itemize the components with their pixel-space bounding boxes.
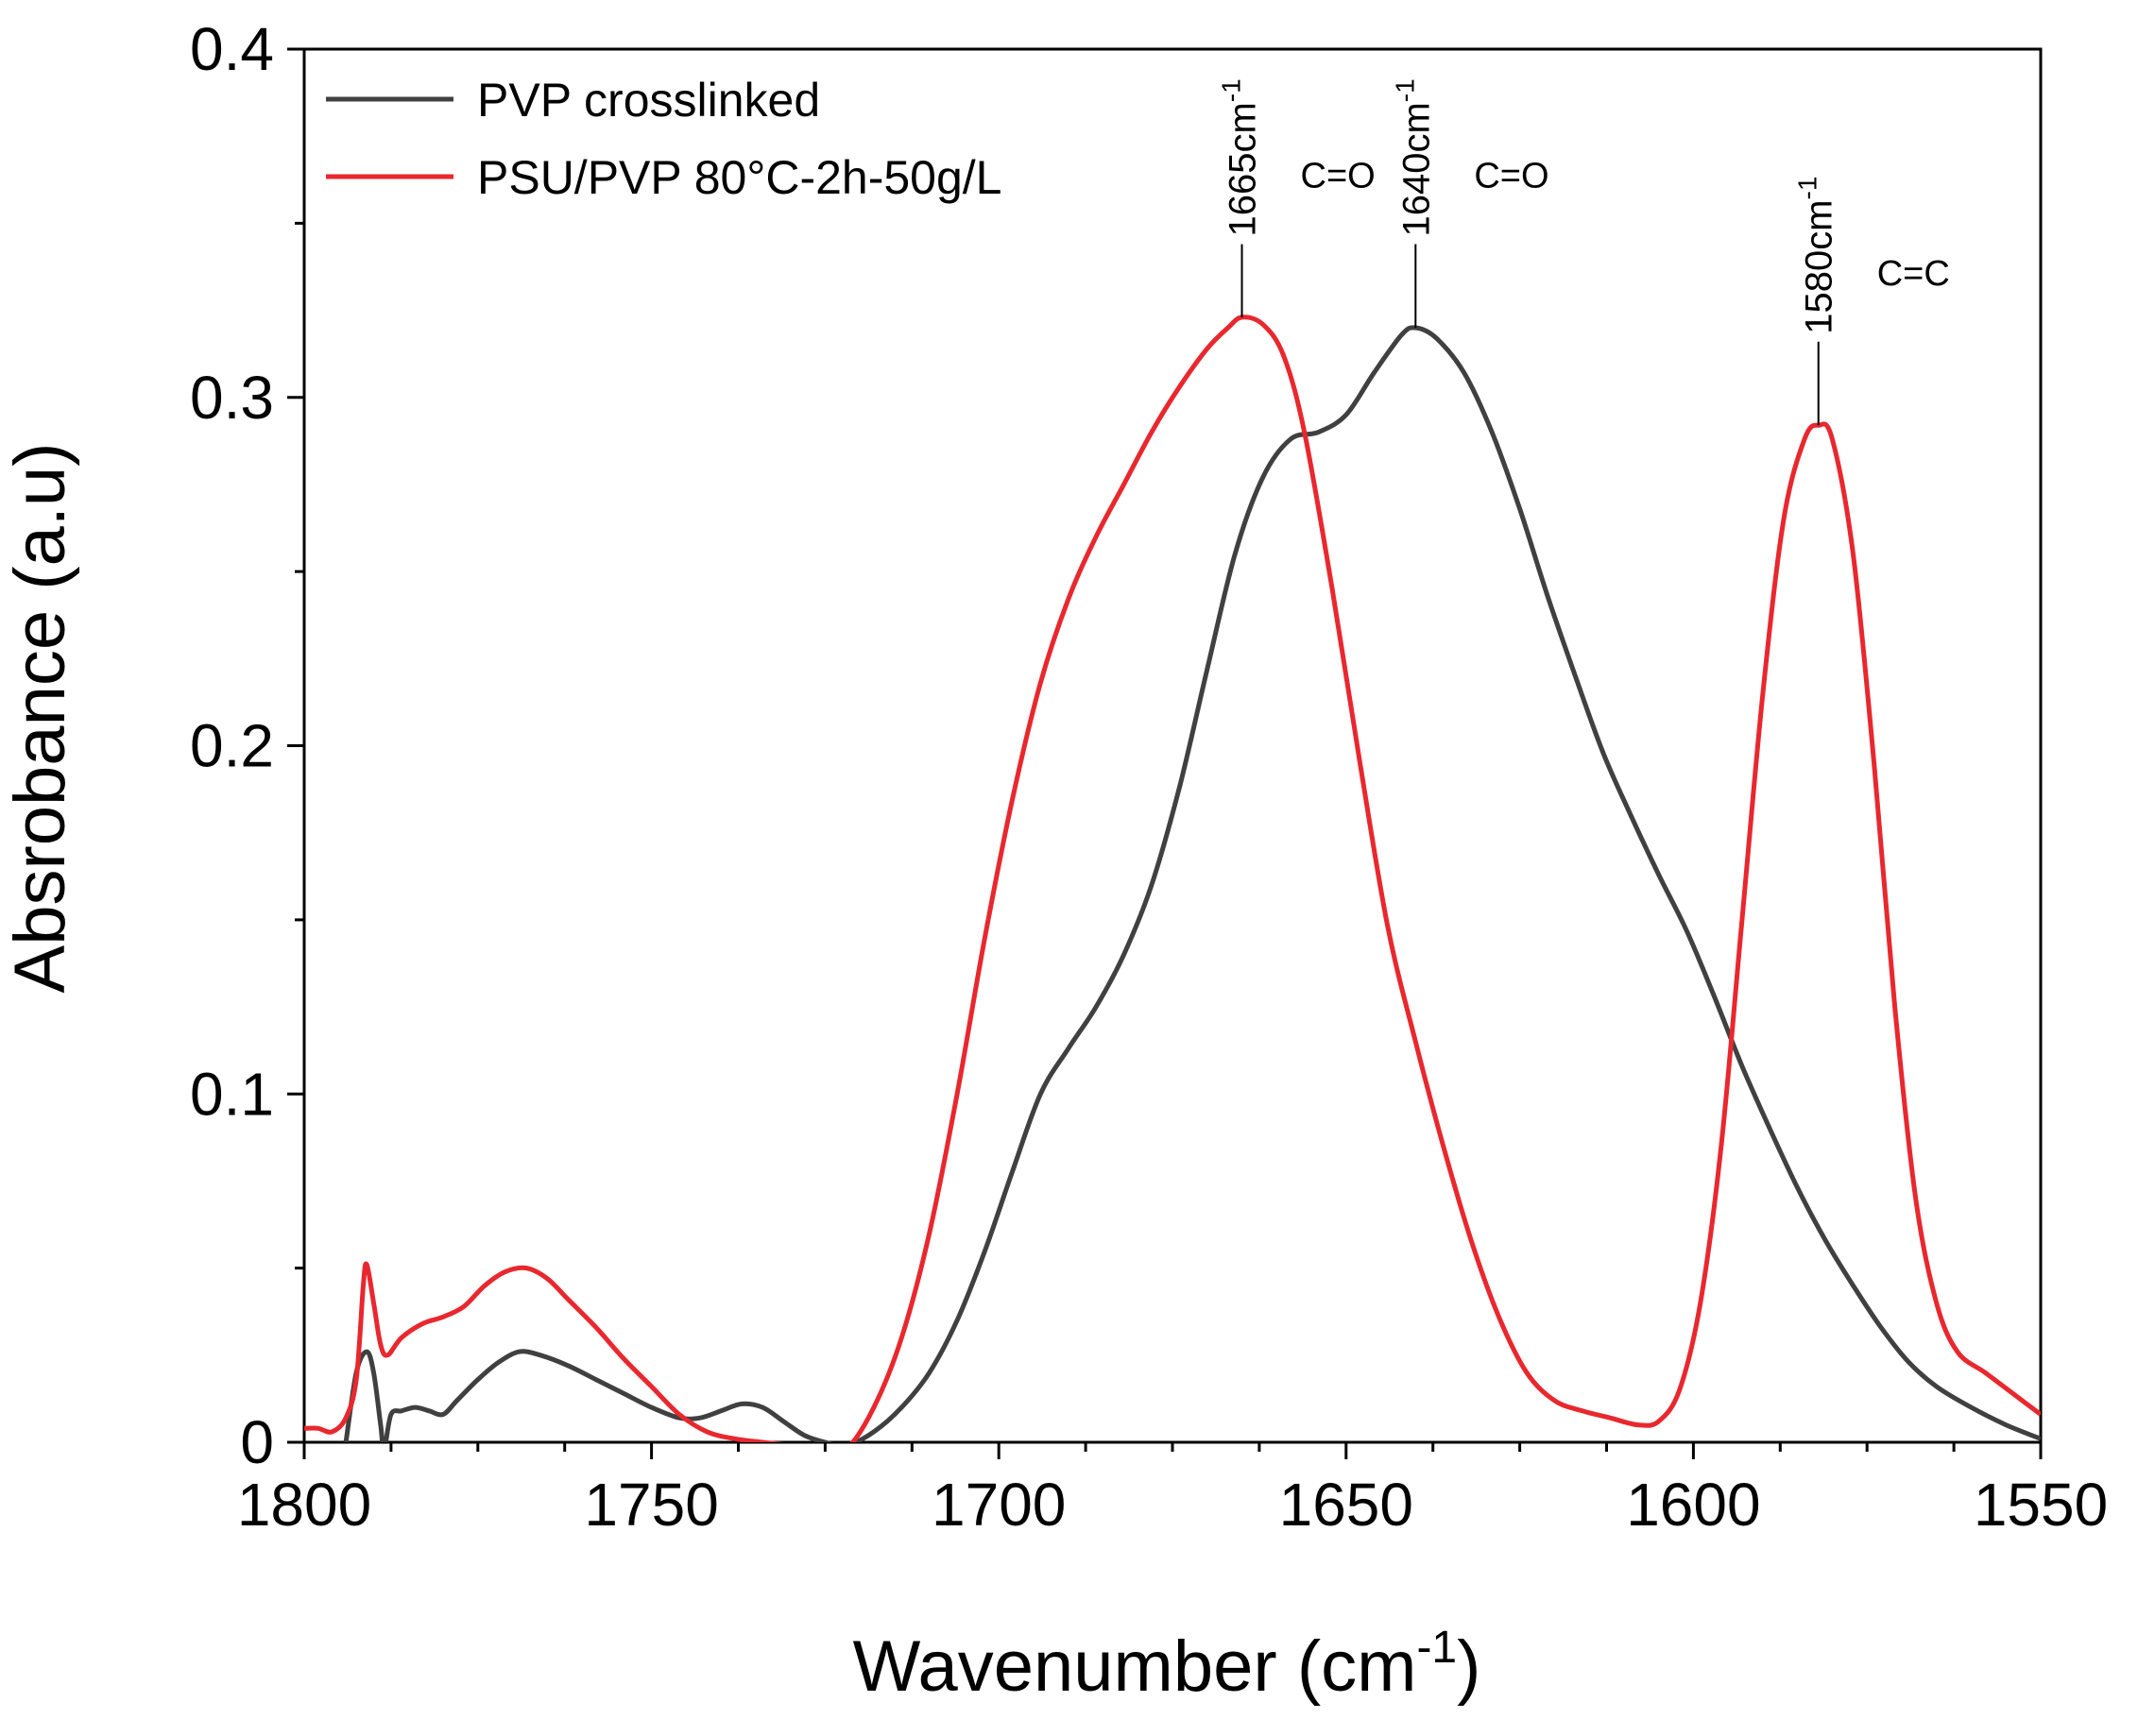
x-axis-title-close: ) xyxy=(1457,1626,1480,1707)
x-tick-label: 1550 xyxy=(1974,1471,2108,1539)
peak-label-main: 1640cm xyxy=(1395,102,1437,236)
series-layer xyxy=(304,315,2041,1442)
series-line-1 xyxy=(343,325,2041,1442)
legend: PVP crosslinked PSU/PVP 80°C-2h-50g/L xyxy=(326,74,1002,204)
y-tick-label: 0.3 xyxy=(190,364,274,432)
bond-label: C=O xyxy=(1474,157,1548,196)
y-tick-label: 0.1 xyxy=(190,1060,274,1128)
x-axis-title-sup: -1 xyxy=(1416,1623,1457,1673)
legend-label-1: PVP crosslinked xyxy=(477,74,820,127)
y-tick-label: 0 xyxy=(240,1408,274,1476)
plot-border xyxy=(302,47,2043,1444)
x-tick-label: 1600 xyxy=(1626,1471,1760,1539)
legend-label-2: PSU/PVP 80°C-2h-50g/L xyxy=(477,151,1002,204)
x-axis-title: Wavenumber (cm-1) xyxy=(853,1623,1481,1707)
peak-label-sup: -1 xyxy=(1217,78,1246,102)
x-tick-label: 1750 xyxy=(584,1471,718,1539)
bond-label: C=C xyxy=(1877,254,1950,294)
plot-frame xyxy=(302,47,2043,1444)
peak-label-main: 1580cm xyxy=(1799,199,1840,333)
series-line-2 xyxy=(304,315,2041,1442)
peak-label: 1665cm-1 xyxy=(1217,78,1264,236)
peak-label-sup: -1 xyxy=(1793,177,1822,200)
x-tick-label: 1800 xyxy=(237,1471,371,1539)
peak-label: 1580cm-1 xyxy=(1793,177,1840,334)
x-tick-label: 1650 xyxy=(1279,1471,1413,1539)
peak-label: 1640cm-1 xyxy=(1390,78,1437,236)
peak-label-main: 1665cm xyxy=(1223,102,1264,236)
y-axis-title: Absrobance (a.u) xyxy=(0,443,80,994)
x-axis: 1800 1750 1700 1650 1600 1550 xyxy=(237,1442,2108,1539)
y-axis: 0 0.1 0.2 0.3 0.4 xyxy=(190,15,304,1476)
y-tick-label: 0.2 xyxy=(190,712,274,780)
y-tick-label: 0.4 xyxy=(190,15,274,83)
peak-label-sup: -1 xyxy=(1390,78,1419,102)
bond-label: C=O xyxy=(1301,157,1376,196)
x-tick-label: 1700 xyxy=(932,1471,1066,1539)
x-axis-title-main: Wavenumber (cm xyxy=(853,1626,1417,1707)
